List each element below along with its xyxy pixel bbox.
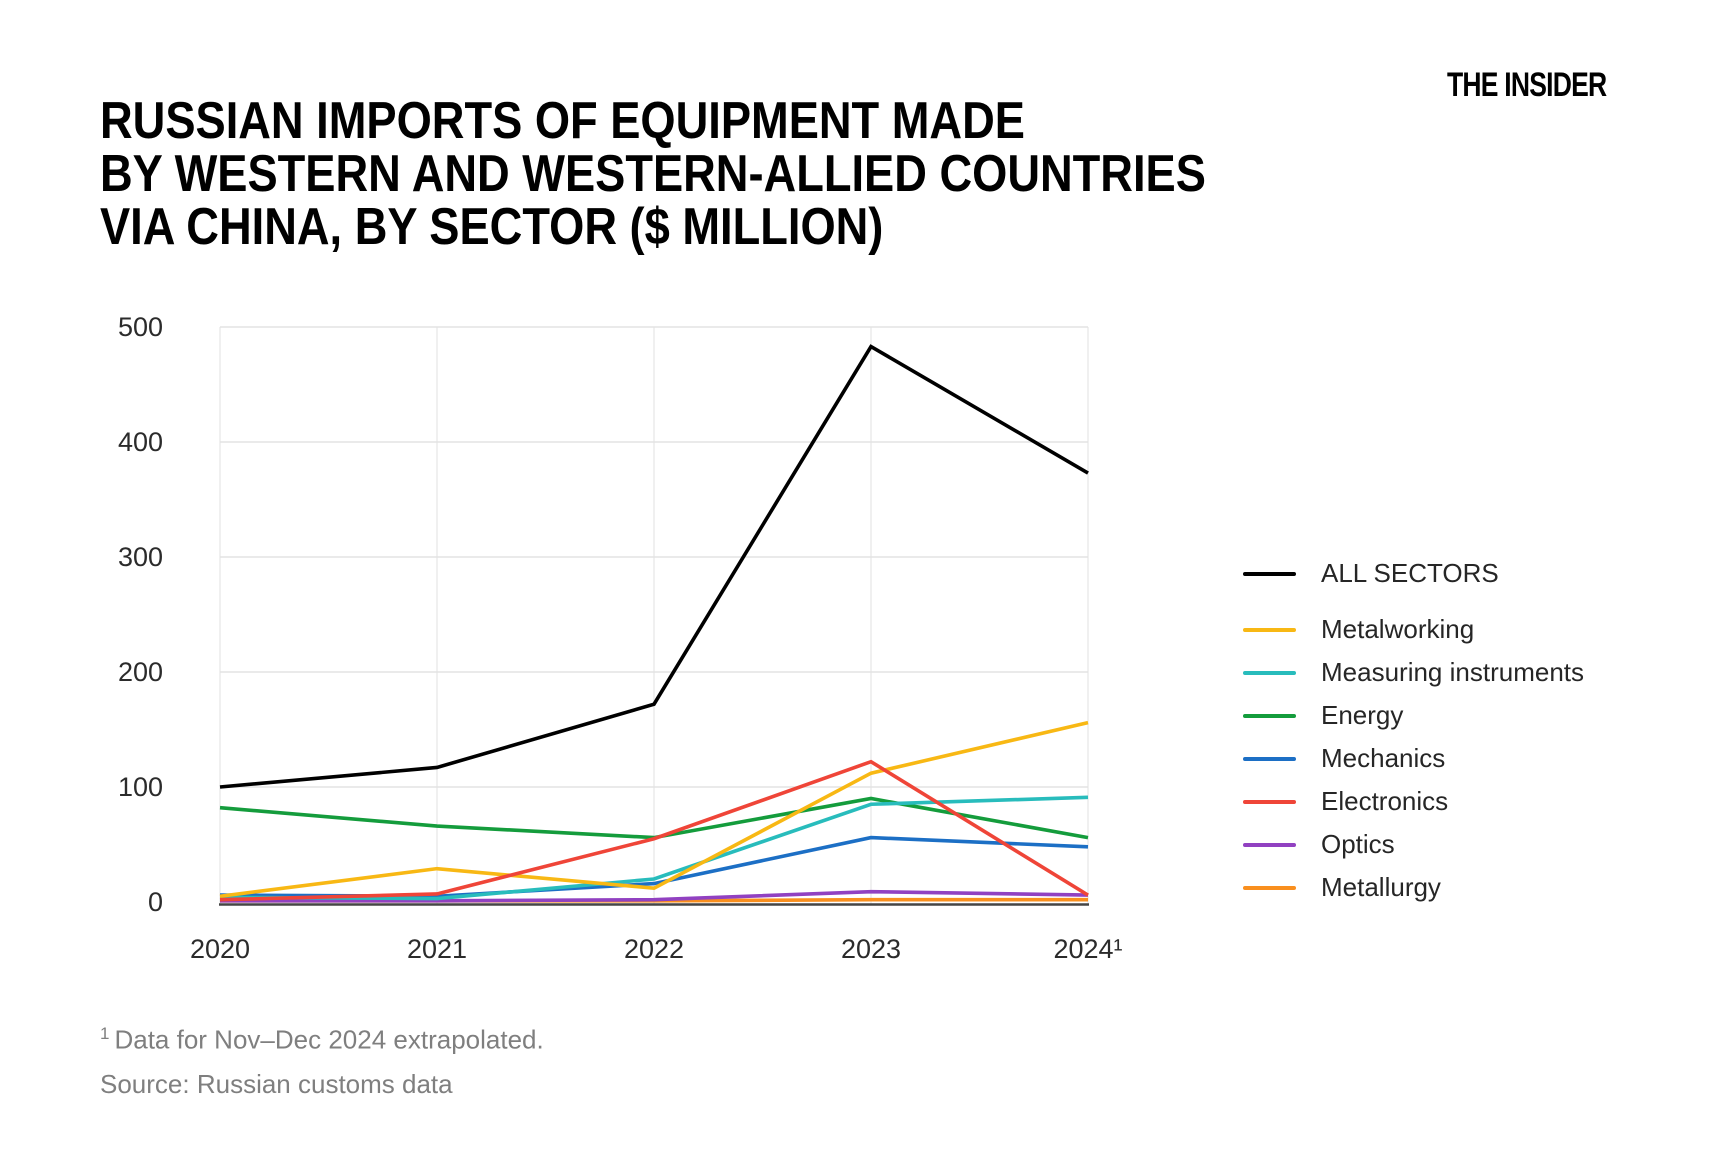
legend-swatch-icon-electronics: [1243, 799, 1296, 804]
y-tick-label-500: 500: [118, 312, 163, 342]
legend-swatch-icon-all-sectors: [1243, 571, 1296, 576]
footnote-extrapolated: 1 Data for Nov–Dec 2024 extrapolated.: [100, 1012, 544, 1062]
x-tick-label-2022: 2022: [624, 934, 684, 964]
y-tick-label-0: 0: [148, 887, 163, 917]
x-tick-label-2023: 2023: [841, 934, 901, 964]
legend-label-mechanics: Mechanics: [1321, 743, 1446, 773]
chart-title: RUSSIAN IMPORTS OF EQUIPMENT MADE BY WES…: [100, 91, 1206, 256]
x-tick-label-2021: 2021: [407, 934, 467, 964]
legend-item-metallurgy: Metallurgy: [1243, 866, 1584, 909]
y-tick-label-100: 100: [118, 772, 163, 802]
legend-swatch-icon-metalworking: [1243, 627, 1296, 632]
legend-swatch-icon-energy: [1243, 713, 1296, 718]
footnote-superscript: 1: [100, 1024, 110, 1043]
series-line-optics: [220, 889, 1089, 903]
legend-item-energy: Energy: [1243, 694, 1584, 737]
legend-item-mechanics: Mechanics: [1243, 737, 1584, 780]
footnotes-block: 1 Data for Nov–Dec 2024 extrapolated. Sou…: [100, 1012, 544, 1106]
y-tick-label-300: 300: [118, 542, 163, 572]
legend-swatch-icon-measuring-instruments: [1243, 670, 1296, 675]
legend-item-optics: Optics: [1243, 823, 1584, 866]
legend-label-electronics: Electronics: [1321, 786, 1449, 816]
legend: ALL SECTORS Metalworking Measuring instrum…: [1243, 552, 1584, 909]
x-tick-label-2020: 2020: [190, 934, 250, 964]
source-note: Source: Russian customs data: [100, 1068, 453, 1099]
legend-item-all-sectors: ALL SECTORS: [1243, 552, 1584, 595]
legend-item-metalworking: Metalworking: [1243, 608, 1584, 651]
y-tick-label-400: 400: [118, 427, 163, 457]
series-line-metalworking: [219, 720, 1089, 899]
series-line-all-sectors: [219, 344, 1089, 789]
series-line-measuring-instruments: [219, 795, 1089, 901]
chart-title-line2: BY WESTERN AND WESTERN-ALLIED COUNTRIES: [100, 144, 1206, 203]
y-tick-label-200: 200: [118, 657, 163, 687]
chart-title-line3: VIA CHINA, BY SECTOR ($ MILLION): [100, 197, 884, 256]
legend-label-metalworking: Metalworking: [1321, 614, 1475, 644]
legend-swatch-icon-metallurgy: [1243, 885, 1296, 890]
footnote-text: Data for Nov–Dec 2024 extrapolated.: [114, 1024, 544, 1055]
brand-logo: THE INSIDER: [1447, 66, 1607, 104]
legend-item-electronics: Electronics: [1243, 780, 1584, 823]
legend-swatch-icon-optics: [1243, 842, 1296, 847]
chart-title-line1: RUSSIAN IMPORTS OF EQUIPMENT MADE: [100, 91, 1025, 150]
series-line-electronics: [219, 759, 1089, 902]
legend-label-optics: Optics: [1321, 829, 1395, 859]
legend-label-energy: Energy: [1321, 700, 1404, 730]
legend-swatch-icon-mechanics: [1243, 756, 1296, 761]
legend-label-all-sectors: ALL SECTORS: [1321, 558, 1499, 588]
legend-item-measuring-instruments: Measuring instruments: [1243, 651, 1584, 694]
legend-label-measuring-instruments: Measuring instruments: [1321, 657, 1584, 687]
x-tick-label-2024: 2024¹: [1053, 934, 1122, 964]
legend-label-metallurgy: Metallurgy: [1321, 872, 1441, 902]
